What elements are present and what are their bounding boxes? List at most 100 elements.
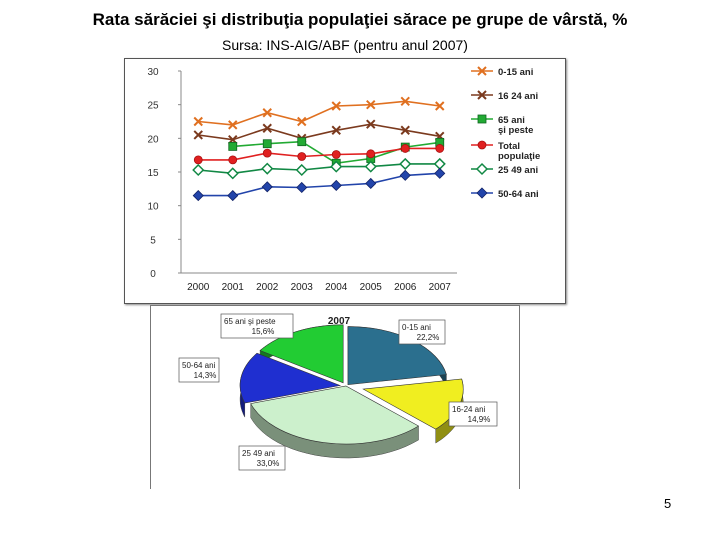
data-point	[227, 190, 239, 202]
series-line	[198, 147, 440, 161]
x-tick-label: 2006	[394, 282, 417, 293]
data-point	[434, 167, 446, 179]
data-point	[228, 120, 238, 130]
data-point	[192, 190, 204, 202]
pie-label-value: 15,6%	[252, 327, 275, 336]
page-number: 5	[664, 496, 672, 511]
pie-label-box	[220, 313, 294, 339]
x-tick-label: 2002	[256, 282, 279, 293]
data-point	[435, 144, 445, 153]
series-line	[198, 123, 440, 141]
pie-label-box	[238, 445, 286, 471]
pie-slice-50-64-ani	[239, 352, 342, 404]
data-point	[331, 150, 341, 159]
data-point	[435, 101, 445, 111]
y-tick-label: 0	[150, 269, 156, 280]
data-point	[365, 177, 377, 190]
pie-slice-65-ani-i-peste	[259, 324, 344, 384]
data-point	[262, 108, 272, 118]
pie-label-value: 33,0%	[257, 459, 280, 468]
y-tick-label: 10	[147, 202, 159, 213]
series-line	[198, 100, 440, 126]
data-point	[331, 101, 341, 111]
pie-label-value: 14,9%	[468, 415, 491, 424]
legend-item-0-15-ani: 0-15 ani	[471, 66, 533, 78]
legend-swatch-marker	[477, 114, 487, 124]
pie-title: 2007	[328, 316, 351, 327]
data-point	[296, 181, 308, 194]
legend-item-65-ani-i-peste: 65 ani şi peste	[471, 114, 533, 136]
legend-swatch-marker	[477, 66, 487, 76]
data-point	[400, 144, 410, 153]
pie-label-value: 22,2%	[417, 333, 440, 342]
pie-label-box	[398, 319, 446, 345]
line-chart: 0 5 10 15 20 25 30 2000 2001 2002 2003 2004 2005 2006…	[147, 66, 540, 293]
series-line	[198, 163, 440, 175]
series-50-64-ani	[192, 167, 446, 202]
data-point	[261, 181, 273, 193]
legend-swatch-marker	[476, 187, 488, 199]
legend-label: 50-64 ani	[498, 189, 539, 200]
legend-label: 16 24 ani	[498, 91, 538, 102]
series-total-popula-ie	[193, 144, 445, 165]
pie-label-category: 50-64 ani	[182, 361, 216, 370]
legend-label: 0-15 ani	[498, 67, 533, 78]
legend-label: Total populaţie	[498, 141, 540, 162]
data-point	[226, 167, 239, 180]
data-point	[366, 149, 376, 159]
pie-label-category: 25 49 ani	[242, 449, 275, 458]
pie-label-category: 16-24 ani	[452, 405, 486, 414]
slide-title: Rata sărăciei şi distribuţia populaţiei …	[92, 10, 628, 29]
legend-item-50-64-ani: 50-64 ani	[471, 187, 539, 200]
data-point	[228, 155, 238, 165]
data-point	[193, 116, 203, 127]
data-point	[364, 160, 377, 173]
data-point	[262, 139, 272, 149]
pie-label-box	[178, 357, 220, 383]
data-point	[366, 99, 376, 110]
data-point	[330, 179, 342, 192]
data-point	[295, 163, 308, 177]
legend-item-total-popula-ie: Total populaţie	[471, 140, 540, 162]
data-point	[399, 169, 411, 181]
data-point	[261, 162, 274, 175]
legend-label: 25 49 ani	[498, 165, 538, 176]
series-25-49-ani	[192, 157, 446, 180]
y-tick-label: 5	[150, 235, 156, 246]
data-point	[330, 160, 343, 173]
x-tick-label: 2004	[325, 282, 348, 293]
x-tick-label: 2001	[222, 282, 245, 293]
data-point	[192, 163, 205, 177]
pie-label-category: 0-15 ani	[402, 323, 431, 332]
y-tick-label: 25	[147, 101, 159, 112]
series-0-15-ani	[193, 96, 445, 130]
data-point	[400, 125, 410, 135]
x-tick-label: 2005	[360, 282, 383, 293]
x-tick-label: 2007	[429, 282, 452, 293]
data-point	[193, 130, 203, 140]
data-point	[297, 116, 307, 127]
x-tick-label: 2000	[187, 282, 210, 293]
data-point	[400, 96, 410, 107]
x-tick-label: 2003	[291, 282, 314, 293]
legend-item-16-24-ani: 16 24 ani	[471, 90, 538, 102]
legend-swatch-marker	[477, 140, 487, 150]
legend-label: 65 ani şi peste	[498, 115, 533, 136]
y-tick-label: 30	[147, 67, 159, 78]
legend-swatch-marker	[477, 90, 487, 100]
data-point	[331, 125, 341, 135]
y-tick-label: 15	[147, 168, 159, 179]
data-point	[193, 155, 203, 165]
data-point	[399, 157, 412, 170]
pie-label-value: 14,3%	[194, 371, 217, 380]
legend-item-25-49-ani: 25 49 ani	[471, 162, 538, 176]
data-point	[262, 148, 272, 158]
data-point	[262, 123, 272, 133]
data-point	[228, 142, 238, 151]
